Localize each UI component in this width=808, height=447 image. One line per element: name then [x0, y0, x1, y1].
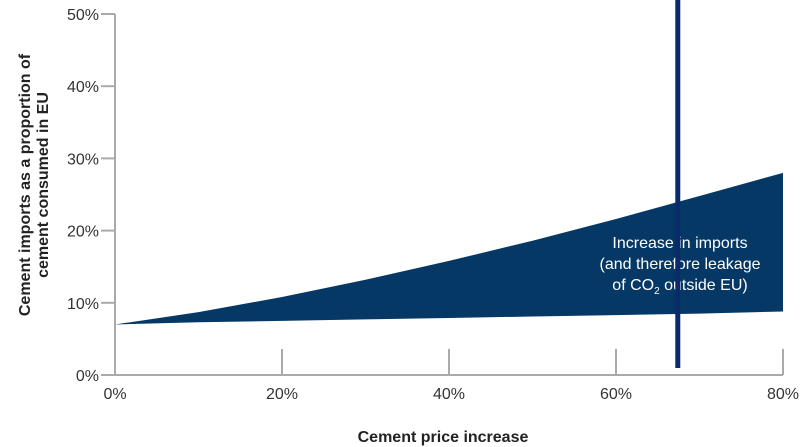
x-tick-label: 80%: [767, 386, 799, 403]
x-tick-label: 40%: [433, 386, 465, 403]
annotation-subscript: 2: [654, 286, 660, 297]
x-tick-label: 20%: [266, 386, 298, 403]
y-tick-label: 0%: [76, 368, 99, 385]
y-tick-label: 40%: [67, 79, 99, 96]
y-axis-label-line: cement consumed in EU: [35, 92, 52, 278]
y-axis-label: Cement imports as a proportion of cement…: [17, 53, 52, 316]
y-tick-label: 30%: [67, 151, 99, 168]
y-tick-label: 50%: [67, 7, 99, 24]
y-tick-label: 10%: [67, 296, 99, 313]
x-tick-label: 0%: [103, 386, 126, 403]
x-tick-label: 60%: [600, 386, 632, 403]
x-axis-label: Cement price increase: [358, 429, 529, 446]
area-band: [115, 172, 783, 325]
y-axis-label-line: Cement imports as a proportion of: [17, 53, 34, 316]
annotation-text: of CO: [612, 277, 654, 294]
annotation-text: outside EU): [660, 277, 748, 294]
annotation-line: of CO2 outside EU): [612, 277, 747, 297]
y-tick-label: 20%: [67, 224, 99, 241]
